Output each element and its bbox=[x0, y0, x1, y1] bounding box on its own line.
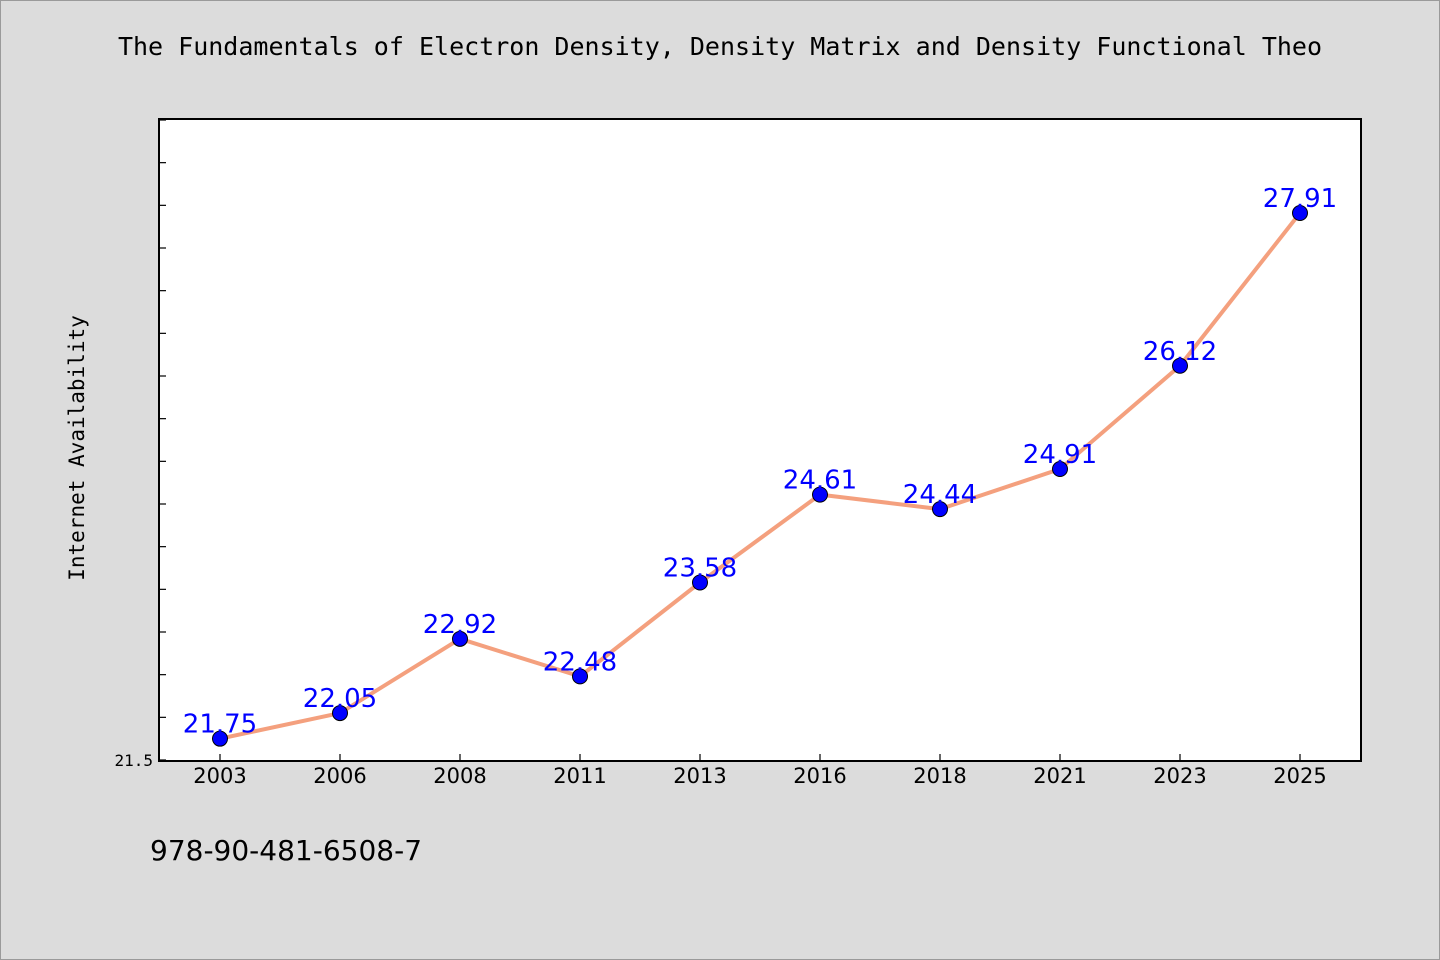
data-label: 23.58 bbox=[663, 554, 737, 584]
y-axis-ticks bbox=[160, 119, 166, 761]
data-markers bbox=[212, 205, 1308, 747]
isbn-text: 978-90-481-6508-7 bbox=[150, 834, 423, 867]
data-point bbox=[572, 668, 588, 685]
data-point bbox=[812, 486, 828, 503]
data-label: 22.92 bbox=[423, 610, 497, 640]
x-tick-label: 2021 bbox=[1033, 764, 1086, 788]
x-tick-label: 2006 bbox=[313, 764, 366, 788]
x-tick-label: 2008 bbox=[433, 764, 486, 788]
y-tick-label: 21.5 bbox=[114, 751, 153, 770]
x-tick-label: 2023 bbox=[1153, 764, 1206, 788]
x-tick-label: 2013 bbox=[673, 764, 726, 788]
series-lines bbox=[219, 211, 1302, 741]
data-point bbox=[1292, 205, 1308, 222]
data-label: 26.12 bbox=[1143, 337, 1217, 367]
x-tick-label: 2003 bbox=[193, 764, 246, 788]
data-point bbox=[332, 705, 348, 722]
data-label: 22.05 bbox=[303, 684, 377, 714]
data-label: 21.75 bbox=[183, 710, 257, 740]
data-label: 27.91 bbox=[1263, 184, 1337, 214]
x-tick-label: 2018 bbox=[913, 764, 966, 788]
data-point bbox=[1052, 461, 1068, 478]
data-labels: 21.75 22.05 22.92 22.48 23.58 24.61 24.44 24.91… bbox=[183, 184, 1337, 740]
data-label: 24.44 bbox=[903, 480, 977, 510]
data-point bbox=[692, 574, 708, 591]
series-line bbox=[219, 211, 1302, 741]
data-label: 22.48 bbox=[543, 647, 617, 677]
x-tick-label: 2016 bbox=[793, 764, 846, 788]
y-axis-label: Internet Availability bbox=[65, 315, 89, 581]
data-label: 24.61 bbox=[783, 466, 857, 496]
x-tick-label: 2011 bbox=[553, 764, 606, 788]
plot-area bbox=[158, 118, 1362, 762]
data-point bbox=[452, 630, 468, 647]
data-point bbox=[1172, 357, 1188, 374]
x-axis-ticks: 2003 2006 2008 2011 2013 2016 2018 2021 2023 2025 bbox=[193, 754, 1327, 788]
data-point bbox=[932, 501, 948, 518]
data-point bbox=[212, 730, 228, 747]
chart-title: The Fundamentals of Electron Density, De… bbox=[117, 32, 1323, 61]
x-tick-label: 2025 bbox=[1273, 764, 1326, 788]
data-label: 24.91 bbox=[1023, 440, 1097, 470]
